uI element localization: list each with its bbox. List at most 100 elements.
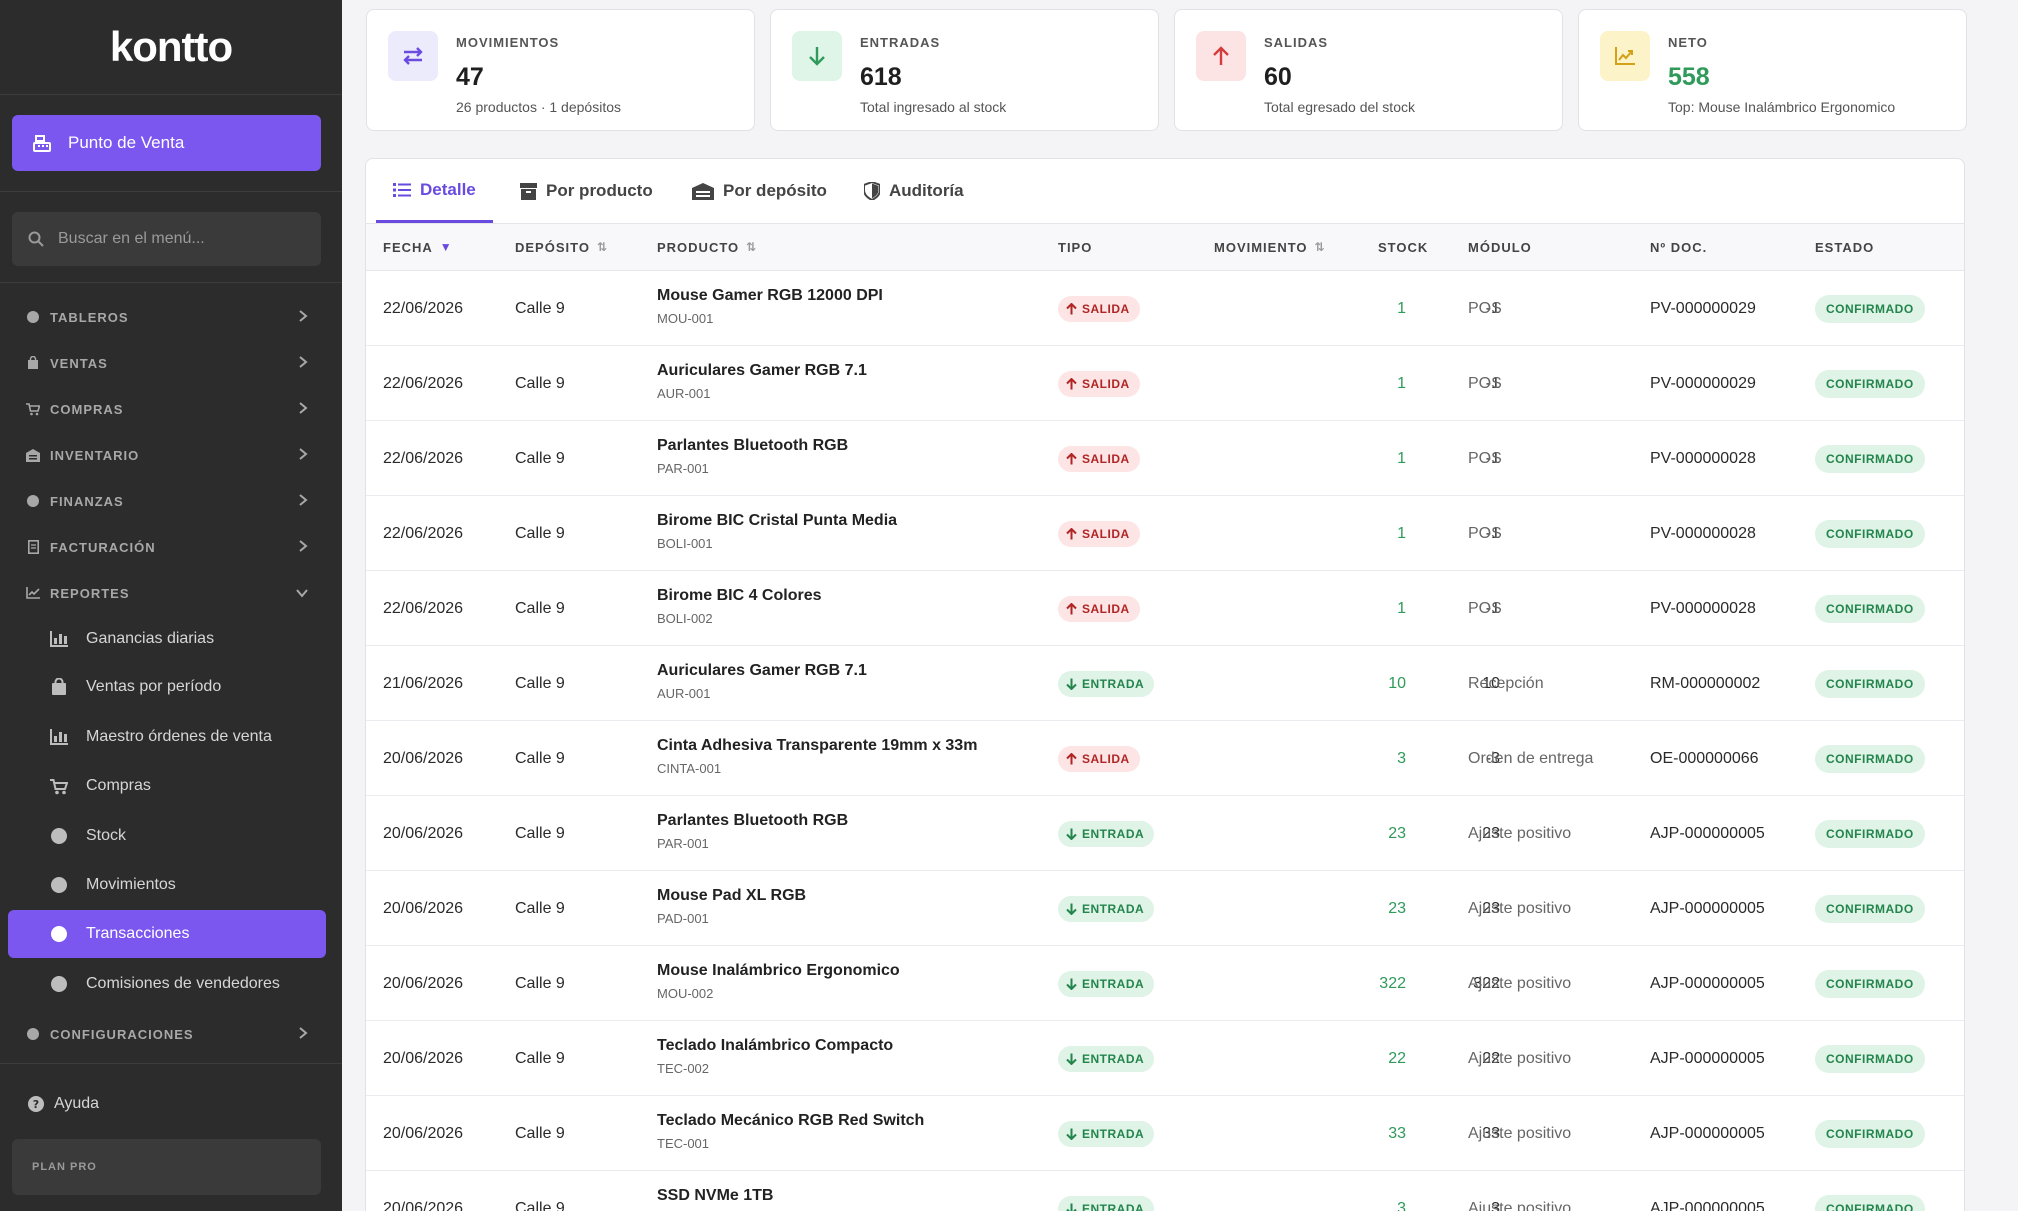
cell-doc[interactable]: PV-000000029 xyxy=(1650,374,1756,392)
tab-label: Detalle xyxy=(420,179,476,199)
table-row[interactable]: 22/06/2026 Calle 9 Parlantes Bluetooth RGB… xyxy=(366,421,1964,496)
tipo-label: SALIDA xyxy=(1082,751,1130,766)
table-row[interactable]: 20/06/2026 Calle 9 Mouse Inalámbrico Ergon… xyxy=(366,946,1964,1021)
product-name[interactable]: Birome BIC 4 Colores xyxy=(657,587,822,604)
cell-deposito: Calle 9 xyxy=(515,899,565,917)
estado-badge: CONFIRMADO xyxy=(1815,969,1925,998)
cell-doc[interactable]: RM-000000002 xyxy=(1650,674,1761,692)
cell-doc[interactable]: PV-000000028 xyxy=(1650,599,1756,617)
column-header-stock: STOCK xyxy=(1378,239,1429,255)
table-row[interactable]: 20/06/2026 Calle 9 Mouse Pad XL RGB PAD-001… xyxy=(366,871,1964,946)
table-row[interactable]: 20/06/2026 Calle 9 SSD NVMe 1TBSSD-001 ENTR… xyxy=(366,1171,1964,1211)
nav-group-reportes[interactable]: REPORTES xyxy=(0,570,342,616)
cell-doc[interactable]: AJP-000000005 xyxy=(1650,824,1765,842)
table-row[interactable]: 21/06/2026 Calle 9 Auriculares Gamer RGB 7… xyxy=(366,646,1964,721)
tab-detalle[interactable]: Detalle xyxy=(376,159,493,223)
sidebar-item-stock[interactable]: Stock xyxy=(8,812,326,860)
cell-doc[interactable]: AJP-000000005 xyxy=(1650,974,1765,992)
sidebar-item-movimientos[interactable]: Movimientos xyxy=(8,861,326,909)
column-header-deposito[interactable]: DEPÓSITO ⇅ xyxy=(515,239,609,255)
tipo-badge: ENTRADA xyxy=(1058,1045,1155,1072)
cell-doc[interactable]: PV-000000028 xyxy=(1650,449,1756,467)
product-name[interactable]: Teclado Inalámbrico Compacto xyxy=(657,1037,894,1054)
cell-tipo: ENTRADA xyxy=(1058,946,1155,1021)
product-name[interactable]: Mouse Inalámbrico Ergonomico xyxy=(657,962,900,979)
cell-estado: CONFIRMADO xyxy=(1815,1171,1925,1211)
column-header-movimiento[interactable]: MOVIMIENTO ⇅ xyxy=(1214,239,1326,255)
table-row[interactable]: 20/06/2026 Calle 9 Teclado Mecánico RGB Re… xyxy=(366,1096,1964,1171)
product-name[interactable]: Cinta Adhesiva Transparente 19mm x 33m xyxy=(657,737,978,754)
cell-estado: CONFIRMADO xyxy=(1815,271,1925,346)
product-name[interactable]: Parlantes Bluetooth RGB xyxy=(657,812,849,829)
tab-por-producto[interactable]: Por producto xyxy=(520,159,653,223)
product-name[interactable]: Teclado Mecánico RGB Red Switch xyxy=(657,1112,925,1129)
product-sku: PAD-001 xyxy=(657,911,709,926)
sidebar-item-comisiones[interactable]: Comisiones de vendedores xyxy=(8,960,326,1008)
product-name[interactable]: Parlantes Bluetooth RGB xyxy=(657,437,849,454)
column-header-producto[interactable]: PRODUCTO ⇅ xyxy=(657,239,758,255)
table-row[interactable]: 22/06/2026 Calle 9 Birome BIC 4 Colores BOL… xyxy=(366,571,1964,646)
nav-group-facturacion[interactable]: FACTURACIÓN xyxy=(0,524,342,570)
cell-stock: -1 xyxy=(1485,449,1500,467)
product-name[interactable]: Auriculares Gamer RGB 7.1 xyxy=(657,362,867,379)
stat-label: ENTRADAS xyxy=(860,35,941,50)
table-row[interactable]: 20/06/2026 Calle 9 Parlantes Bluetooth RGB… xyxy=(366,796,1964,871)
table-row[interactable]: 22/06/2026 Calle 9 Auriculares Gamer RGB 7… xyxy=(366,346,1964,421)
circle-icon xyxy=(50,975,68,993)
nav-group-label: FINANZAS xyxy=(50,493,124,509)
column-header-fecha[interactable]: FECHA ▼ xyxy=(383,239,453,255)
menu-search-input[interactable] xyxy=(58,230,298,248)
table-row[interactable]: 20/06/2026 Calle 9 Teclado Inalámbrico Com… xyxy=(366,1021,1964,1096)
sidebar-item-ventas-por-periodo[interactable]: Ventas por período xyxy=(8,663,326,711)
punto-de-venta-button[interactable]: Punto de Venta xyxy=(12,115,321,171)
sidebar-item-maestro-ordenes[interactable]: Maestro órdenes de venta xyxy=(8,713,326,761)
sidebar-item-compras[interactable]: Compras xyxy=(8,762,326,810)
tab-label: Por depósito xyxy=(723,181,827,200)
cell-doc[interactable]: PV-000000028 xyxy=(1650,524,1756,542)
svg-text:?: ? xyxy=(33,1098,39,1111)
cell-tipo: ENTRADA xyxy=(1058,1096,1155,1171)
product-name[interactable]: Mouse Gamer RGB 12000 DPI xyxy=(657,287,883,304)
cell-doc[interactable]: AJP-000000005 xyxy=(1650,899,1765,917)
estado-badge: CONFIRMADO xyxy=(1815,519,1925,548)
nav-group-compras[interactable]: COMPRAS xyxy=(0,386,342,432)
nav-group-ventas[interactable]: VENTAS xyxy=(0,340,342,386)
cell-deposito: Calle 9 xyxy=(515,1199,565,1211)
app-logo[interactable]: kontto xyxy=(0,0,342,95)
stat-value: 47 xyxy=(456,63,484,91)
tipo-badge: SALIDA xyxy=(1058,370,1140,397)
cell-doc[interactable]: OE-000000066 xyxy=(1650,749,1759,767)
stat-card-movimientos: MOVIMIENTOS 47 26 productos · 1 depósito… xyxy=(366,9,755,131)
cell-tipo: SALIDA xyxy=(1058,346,1140,421)
sort-icon: ⇅ xyxy=(596,240,609,254)
menu-search[interactable] xyxy=(12,212,321,266)
nav-group-tableros[interactable]: TABLEROS xyxy=(0,294,342,340)
cell-doc[interactable]: AJP-000000005 xyxy=(1650,1124,1765,1142)
nav-group-inventario[interactable]: INVENTARIO xyxy=(0,432,342,478)
cell-doc[interactable]: AJP-000000005 xyxy=(1650,1199,1765,1211)
table-row[interactable]: 20/06/2026 Calle 9 Cinta Adhesiva Transpar… xyxy=(366,721,1964,796)
cell-modulo: Recepción xyxy=(1468,674,1544,692)
product-name[interactable]: SSD NVMe 1TB xyxy=(657,1187,774,1204)
tab-por-deposito[interactable]: Por depósito xyxy=(692,159,827,223)
sidebar-item-transacciones[interactable]: Transacciones xyxy=(8,910,326,958)
chevron-right-icon xyxy=(298,401,308,417)
cell-movimiento: 23 xyxy=(1388,899,1406,917)
bag-icon xyxy=(26,356,40,370)
cell-modulo: Orden de entrega xyxy=(1468,749,1594,767)
sidebar-item-ganancias-diarias[interactable]: Ganancias diarias xyxy=(8,615,326,663)
estado-badge: CONFIRMADO xyxy=(1815,594,1925,623)
product-name[interactable]: Auriculares Gamer RGB 7.1 xyxy=(657,662,867,679)
table-row[interactable]: 22/06/2026 Calle 9 Mouse Gamer RGB 12000 D… xyxy=(366,271,1964,346)
cell-doc[interactable]: PV-000000029 xyxy=(1650,299,1756,317)
sidebar-item-label: Comisiones de vendedores xyxy=(86,975,280,992)
product-name[interactable]: Mouse Pad XL RGB xyxy=(657,887,807,904)
nav-group-configuraciones[interactable]: CONFIGURACIONES xyxy=(0,1011,342,1057)
tab-auditoria[interactable]: Auditoría xyxy=(864,159,964,223)
product-name[interactable]: Birome BIC Cristal Punta Media xyxy=(657,512,898,529)
cell-deposito: Calle 9 xyxy=(515,1049,565,1067)
cell-doc[interactable]: AJP-000000005 xyxy=(1650,1049,1765,1067)
table-row[interactable]: 22/06/2026 Calle 9 Birome BIC Cristal Punt… xyxy=(366,496,1964,571)
nav-group-finanzas[interactable]: FINANZAS xyxy=(0,478,342,524)
help-link[interactable]: ? Ayuda xyxy=(28,1095,99,1113)
